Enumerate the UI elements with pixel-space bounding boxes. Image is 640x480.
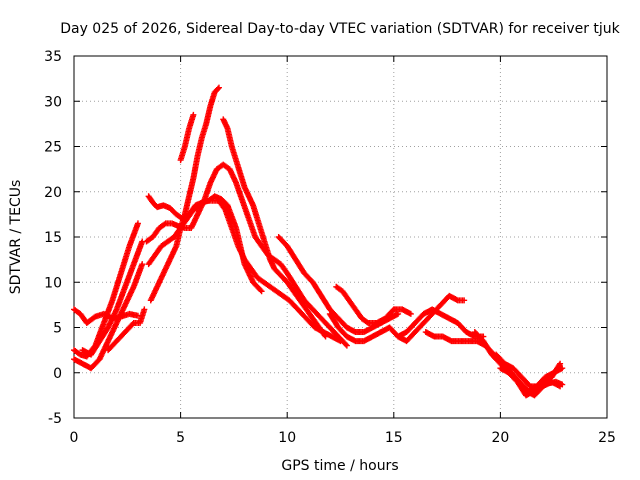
y-tick-label: 35 [44, 49, 62, 65]
data-point [557, 383, 564, 390]
x-tick-label: 25 [598, 430, 616, 446]
data-point [134, 220, 141, 227]
series-track-3 [71, 261, 146, 372]
axis-ticks: 0 5 10 15 20 25 -5 0 5 10 15 20 25 30 35 [44, 49, 616, 446]
y-tick-label: 10 [44, 275, 62, 291]
data-point [258, 288, 265, 295]
data-point [337, 338, 344, 345]
series-track-5 [105, 306, 148, 354]
data-point [322, 333, 329, 340]
data-point [161, 221, 168, 228]
y-tick-label: 0 [53, 366, 62, 382]
y-tick-label: 15 [44, 230, 62, 246]
series-track-4 [79, 238, 146, 358]
data-point [139, 261, 146, 268]
data-point [559, 365, 566, 372]
y-tick-label: -5 [48, 411, 62, 427]
data-point [141, 306, 148, 313]
series-track-14 [326, 310, 393, 345]
y-tick-label: 20 [44, 185, 62, 201]
x-tick-label: 20 [491, 430, 509, 446]
data-point [215, 84, 222, 91]
data-point [342, 341, 349, 348]
data-point [407, 310, 414, 317]
x-tick-label: 10 [278, 430, 296, 446]
series-track-9 [147, 84, 222, 304]
data-point [557, 360, 564, 367]
data-points [71, 84, 566, 399]
x-tick-label: 5 [176, 430, 185, 446]
y-tick-label: 25 [44, 140, 62, 156]
data-point [214, 85, 221, 92]
data-point [461, 297, 468, 304]
chart-title: Day 025 of 2026, Sidereal Day-to-day VTE… [60, 21, 620, 37]
data-point [363, 319, 370, 326]
data-point [201, 198, 208, 205]
series-track-18 [471, 329, 564, 399]
x-tick-label: 15 [385, 430, 403, 446]
series-track-10 [177, 111, 197, 164]
data-point [190, 111, 197, 118]
series-track-20 [497, 365, 564, 399]
x-tick-label: 0 [70, 430, 79, 446]
x-axis-label: GPS time / hours [281, 458, 398, 474]
y-tick-label: 5 [53, 321, 62, 337]
series-track-13 [333, 283, 414, 326]
data-point [556, 361, 563, 368]
series-track-11 [220, 116, 329, 340]
data-point [343, 342, 350, 349]
data-point [321, 332, 328, 339]
data-point [257, 287, 264, 294]
y-axis-label: SDTVAR / TECUs [8, 180, 24, 295]
y-tick-label: 30 [44, 94, 62, 110]
